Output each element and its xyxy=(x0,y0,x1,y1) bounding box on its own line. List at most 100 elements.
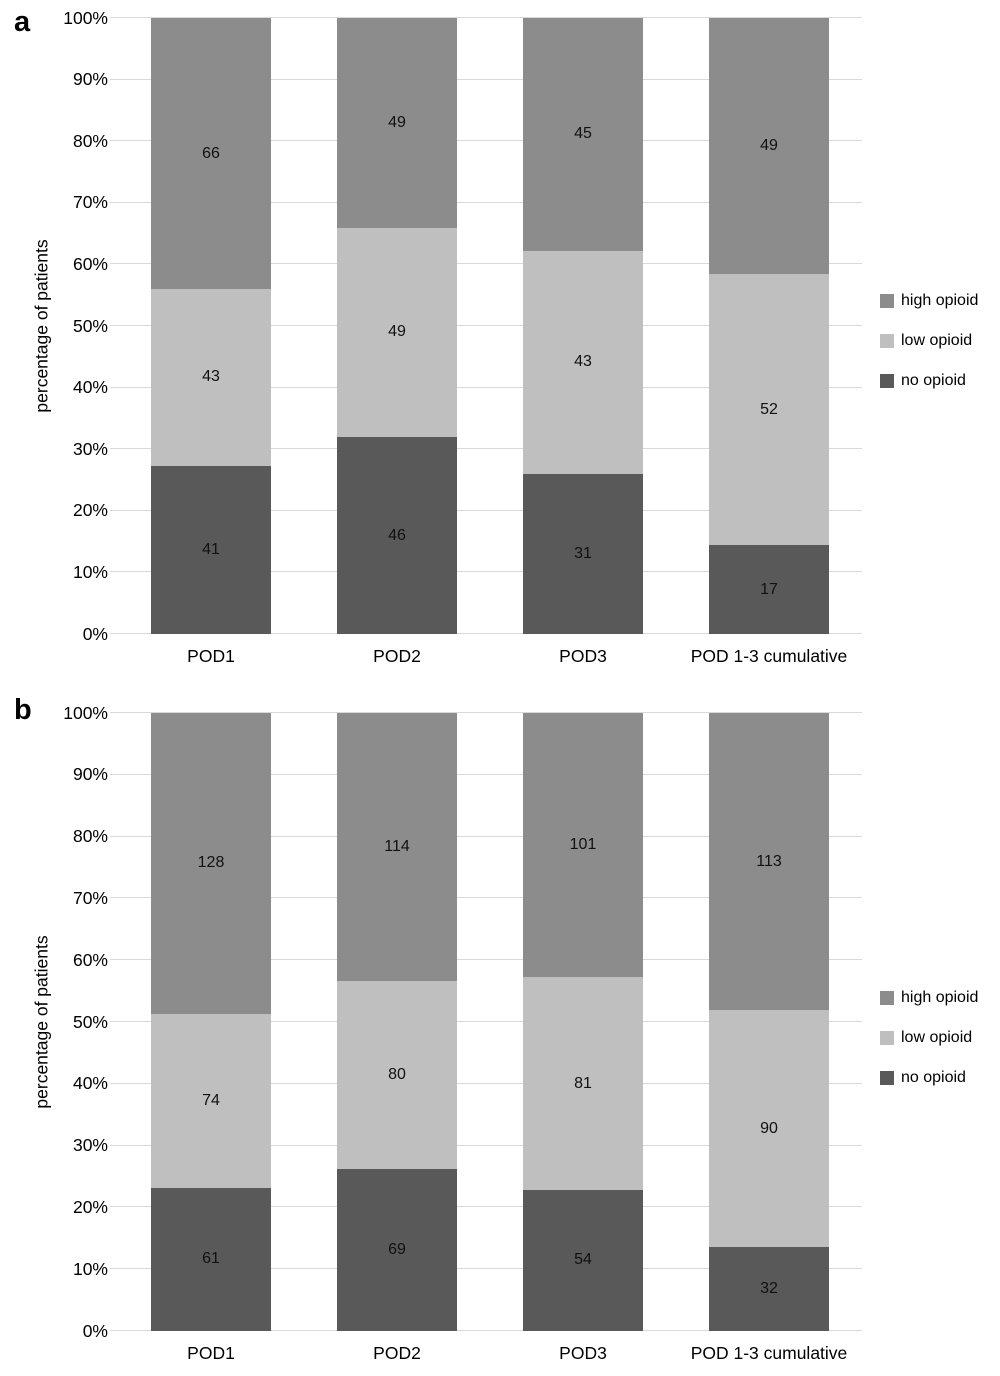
y-tick-label: 40% xyxy=(72,1073,108,1094)
segment-value-label: 17 xyxy=(760,580,778,598)
legend-item: no opioid xyxy=(880,371,998,391)
legend: high opioid low opioid no opioid xyxy=(880,988,998,1108)
y-tick-label: 100% xyxy=(63,702,108,723)
x-axis-labels: POD1 POD2 POD3 POD 1-3 cumulative xyxy=(118,1343,862,1364)
bar-slot: 31 43 45 xyxy=(490,18,676,634)
segment-value-label: 32 xyxy=(760,1279,778,1297)
legend-swatch-low-opioid xyxy=(880,334,894,348)
bar-slot: 17 52 49 xyxy=(676,18,862,634)
stacked-bar: 61 74 128 xyxy=(151,713,271,1331)
y-tick-label: 50% xyxy=(72,315,108,336)
segment-low-opioid: 81 xyxy=(523,977,643,1190)
segment-value-label: 114 xyxy=(384,837,410,855)
segment-no-opioid: 61 xyxy=(151,1187,271,1331)
segment-no-opioid: 46 xyxy=(337,437,457,634)
gridline xyxy=(110,509,862,511)
legend-swatch-high-opioid xyxy=(880,294,894,308)
legend-swatch-high-opioid xyxy=(880,991,894,1005)
gridline xyxy=(110,448,862,450)
segment-value-label: 43 xyxy=(574,353,592,371)
bar-slot: 69 80 114 xyxy=(304,713,490,1331)
segment-value-label: 61 xyxy=(202,1250,220,1268)
x-axis-line xyxy=(110,1330,862,1331)
segment-low-opioid: 90 xyxy=(709,1010,829,1247)
y-tick-label: 90% xyxy=(72,68,108,89)
gridline xyxy=(110,78,862,80)
y-tick-label: 20% xyxy=(72,1196,108,1217)
stacked-bar: 32 90 113 xyxy=(709,713,829,1331)
gridline xyxy=(110,897,862,899)
segment-value-label: 41 xyxy=(202,540,220,558)
gridline xyxy=(110,1144,862,1146)
legend-swatch-low-opioid xyxy=(880,1031,894,1045)
segment-no-opioid: 69 xyxy=(337,1168,457,1331)
panel-letter-a: a xyxy=(14,6,31,38)
y-tick-label: 80% xyxy=(72,825,108,846)
legend-item: no opioid xyxy=(880,1068,998,1088)
panel-letter-b: b xyxy=(14,694,32,726)
segment-value-label: 31 xyxy=(574,544,592,562)
legend-item: high opioid xyxy=(880,988,998,1008)
segment-high-opioid: 113 xyxy=(709,713,829,1011)
legend-swatch-no-opioid xyxy=(880,374,894,388)
gridline xyxy=(110,1206,862,1208)
x-axis-line xyxy=(110,633,862,634)
segment-no-opioid: 17 xyxy=(709,545,829,634)
x-category-label: POD3 xyxy=(559,646,607,666)
gridline xyxy=(110,17,862,18)
y-tick-labels: 0% 10% 20% 30% 40% 50% 60% 70% 80% 90% 100% xyxy=(0,704,108,1339)
segment-high-opioid: 49 xyxy=(709,18,829,274)
segment-value-label: 66 xyxy=(202,144,220,162)
x-category-label: POD1 xyxy=(187,1343,235,1363)
segment-low-opioid: 52 xyxy=(709,273,829,546)
y-tick-label: 0% xyxy=(82,1320,108,1341)
stacked-bar: 17 52 49 xyxy=(709,18,829,634)
y-tick-label: 60% xyxy=(72,253,108,274)
legend-item: high opioid xyxy=(880,291,998,311)
x-category-label: POD2 xyxy=(373,1343,421,1363)
segment-high-opioid: 128 xyxy=(151,713,271,1014)
x-category-label: POD 1-3 cumulative xyxy=(690,646,848,666)
segment-value-label: 90 xyxy=(760,1119,778,1137)
legend-item: low opioid xyxy=(880,331,998,351)
legend-label: high opioid xyxy=(901,292,979,309)
segment-value-label: 69 xyxy=(388,1240,406,1258)
y-tick-label: 50% xyxy=(72,1011,108,1032)
y-tick-label: 80% xyxy=(72,130,108,151)
bars-layer: 41 43 66 46 49 49 31 43 45 17 52 49 xyxy=(118,18,862,634)
gridline xyxy=(110,712,862,713)
segment-value-label: 80 xyxy=(388,1065,406,1083)
y-tick-label: 30% xyxy=(72,438,108,459)
stacked-bar: 54 81 101 xyxy=(523,713,643,1331)
gridline xyxy=(110,140,862,142)
gridline xyxy=(110,835,862,837)
bar-slot: 46 49 49 xyxy=(304,18,490,634)
y-tick-label: 60% xyxy=(72,949,108,970)
segment-low-opioid: 43 xyxy=(151,289,271,466)
y-tick-label: 30% xyxy=(72,1134,108,1155)
gridline xyxy=(110,773,862,775)
y-tick-label: 70% xyxy=(72,887,108,908)
plot-area: 61 74 128 69 80 114 54 81 101 32 90 113 xyxy=(110,712,862,1331)
segment-value-label: 43 xyxy=(202,368,220,386)
gridline xyxy=(110,1082,862,1084)
y-tick-labels: 0% 10% 20% 30% 40% 50% 60% 70% 80% 90% 100% xyxy=(0,9,108,642)
segment-high-opioid: 49 xyxy=(337,18,457,228)
segment-value-label: 49 xyxy=(388,113,406,131)
gridline xyxy=(110,325,862,326)
segment-low-opioid: 43 xyxy=(523,250,643,474)
gridline xyxy=(110,386,862,388)
y-tick-label: 90% xyxy=(72,764,108,785)
y-tick-label: 40% xyxy=(72,376,108,397)
stacked-bar: 31 43 45 xyxy=(523,18,643,634)
bar-slot: 41 43 66 xyxy=(118,18,304,634)
segment-no-opioid: 54 xyxy=(523,1189,643,1331)
stacked-bar: 46 49 49 xyxy=(337,18,457,634)
stacked-bar: 41 43 66 xyxy=(151,18,271,634)
segment-value-label: 49 xyxy=(760,136,778,154)
segment-high-opioid: 101 xyxy=(523,713,643,978)
y-tick-label: 20% xyxy=(72,500,108,521)
legend-swatch-no-opioid xyxy=(880,1071,894,1085)
gridlines xyxy=(110,17,862,634)
legend: high opioid low opioid no opioid xyxy=(880,291,998,411)
